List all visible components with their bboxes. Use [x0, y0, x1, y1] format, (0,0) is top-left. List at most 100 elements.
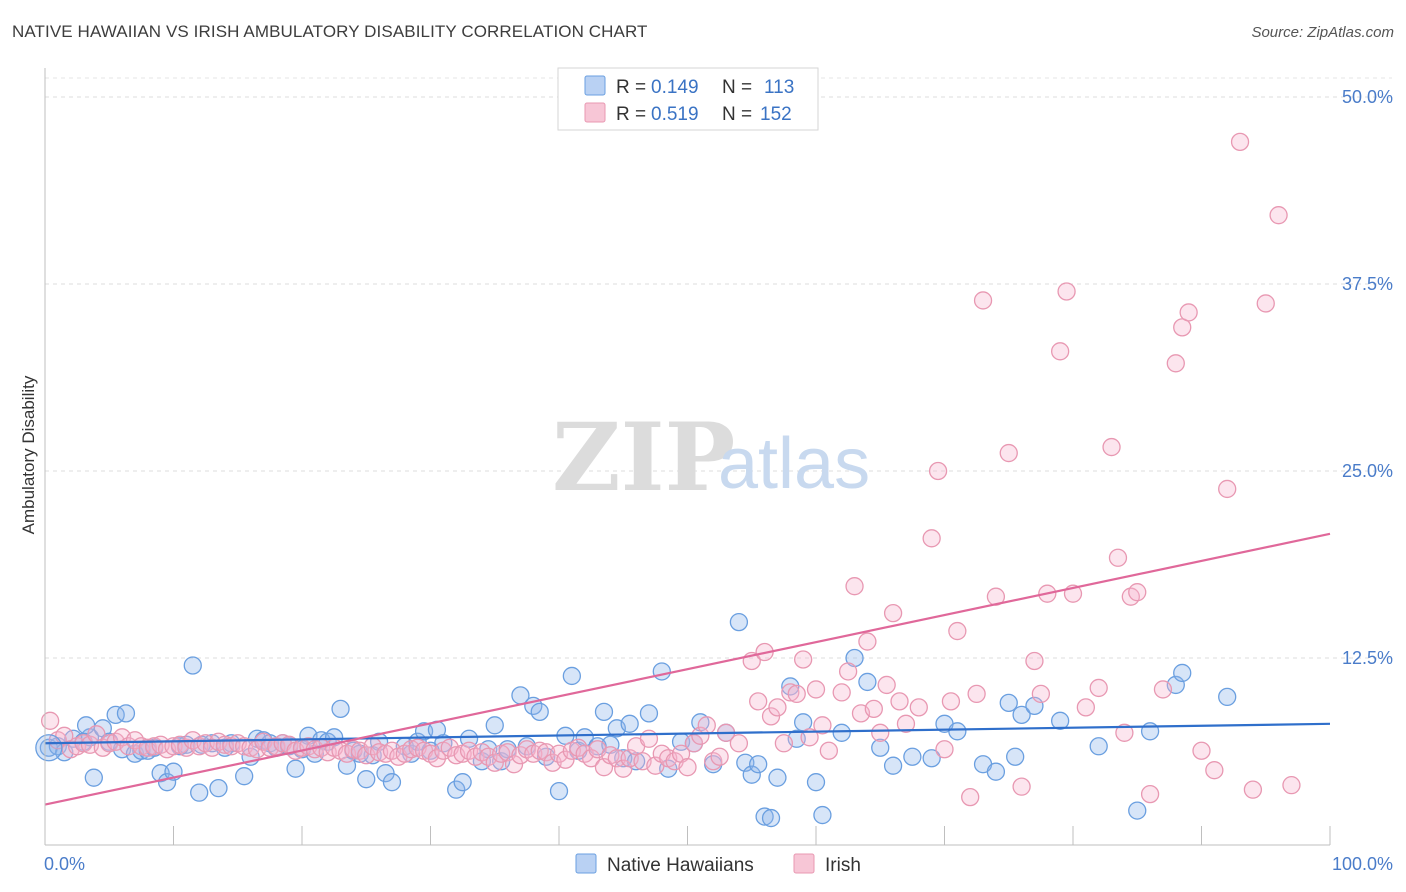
data-point: [652, 662, 671, 681]
data-point: [607, 749, 626, 768]
data-point: [504, 755, 524, 774]
data-point: [639, 729, 659, 748]
data-point: [986, 762, 1006, 781]
data-point: [1006, 747, 1025, 766]
watermark: ZIP atlas: [552, 403, 870, 513]
data-point: [922, 749, 941, 768]
data-point: [1012, 705, 1031, 724]
data-point: [1269, 206, 1288, 225]
data-point: [1230, 132, 1250, 152]
data-point: [729, 734, 749, 753]
data-point: [871, 738, 890, 757]
data-point: [1012, 777, 1031, 796]
data-point: [562, 666, 581, 686]
data-point: [1115, 723, 1134, 742]
data-point: [1089, 737, 1108, 756]
data-point: [1076, 698, 1095, 717]
data-point: [948, 722, 967, 741]
data-point: [530, 741, 549, 760]
data-point: [806, 773, 826, 792]
data-point: [903, 747, 922, 766]
stats-legend: R = 0.149 N = 113 R = 0.519 N = 152: [557, 67, 819, 131]
data-point: [678, 758, 697, 777]
stats-swatch-irish: [584, 102, 606, 123]
legend-label-native-hawaiians: Native Hawaiians: [607, 855, 754, 876]
trend-line-native-hawaiians: [44, 722, 1331, 745]
data-point: [858, 672, 877, 692]
data-point: [331, 699, 350, 719]
watermark-zip: ZIP: [552, 403, 735, 513]
data-point: [1256, 294, 1275, 313]
y-tick-label: 37.5%: [1342, 274, 1393, 294]
data-point: [1218, 687, 1237, 707]
data-point: [838, 662, 858, 681]
y-tick-label: 25.0%: [1342, 461, 1393, 481]
legend-swatch-native-hawaiians: [575, 853, 597, 874]
data-point: [1102, 437, 1121, 457]
data-point: [768, 768, 787, 787]
data-point: [1218, 479, 1237, 499]
data-point: [858, 632, 877, 651]
data-point: [832, 723, 851, 742]
stats-swatch-native-hawaiians: [584, 75, 606, 96]
data-point: [485, 716, 504, 735]
data-point: [1179, 303, 1198, 322]
data-point: [1140, 784, 1160, 804]
data-point: [1173, 663, 1192, 683]
series-legend: Native Hawaiians Irish: [575, 853, 861, 876]
data-point: [883, 603, 903, 623]
stats-n-value-2: 152: [760, 104, 792, 125]
data-point: [819, 741, 838, 760]
data-point: [742, 765, 761, 784]
y-axis-label: Ambulatory Disability: [19, 375, 38, 534]
data-point: [781, 677, 800, 696]
data-point: [832, 683, 851, 702]
data-point: [999, 443, 1018, 463]
watermark-atlas: atlas: [718, 424, 870, 504]
data-point: [761, 707, 781, 726]
data-point: [1282, 776, 1301, 795]
data-point: [183, 656, 202, 675]
data-point: [813, 805, 832, 825]
data-point: [967, 684, 986, 704]
data-point: [209, 779, 228, 798]
data-point: [84, 768, 103, 787]
data-point: [787, 684, 806, 704]
data-point: [1031, 684, 1051, 704]
data-point: [1128, 801, 1147, 820]
data-point: [922, 529, 941, 548]
data-point: [877, 675, 896, 695]
stats-r-value-1: 0.149: [651, 77, 699, 98]
grid-layer: [45, 77, 1392, 659]
data-point: [948, 621, 967, 641]
data-point: [116, 704, 136, 723]
data-point: [896, 714, 916, 733]
data-point: [556, 750, 575, 769]
data-point: [1108, 548, 1128, 567]
data-point: [286, 759, 305, 778]
stats-n-value-1: 113: [764, 77, 794, 98]
stats-r-label-1: R =: [616, 77, 646, 98]
data-point: [691, 726, 710, 745]
data-point: [961, 787, 980, 807]
data-point: [781, 683, 800, 702]
data-point: [549, 781, 569, 801]
stats-n-label-1: N =: [722, 77, 752, 98]
data-point: [427, 749, 447, 768]
data-point: [845, 577, 864, 596]
legend-label-irish: Irish: [825, 855, 861, 876]
data-point: [1089, 678, 1108, 698]
data-point: [935, 740, 954, 759]
trend-layer: [44, 532, 1331, 806]
data-point: [639, 704, 659, 723]
data-point: [1166, 354, 1185, 373]
data-point: [35, 734, 63, 762]
data-point: [594, 702, 614, 722]
stats-n-label-2: N =: [722, 104, 752, 125]
data-point: [761, 808, 781, 828]
data-point: [382, 773, 402, 792]
data-point: [1153, 680, 1173, 699]
x-tick-label-min: 0.0%: [44, 854, 85, 874]
data-point: [485, 753, 504, 772]
data-point: [447, 780, 466, 799]
